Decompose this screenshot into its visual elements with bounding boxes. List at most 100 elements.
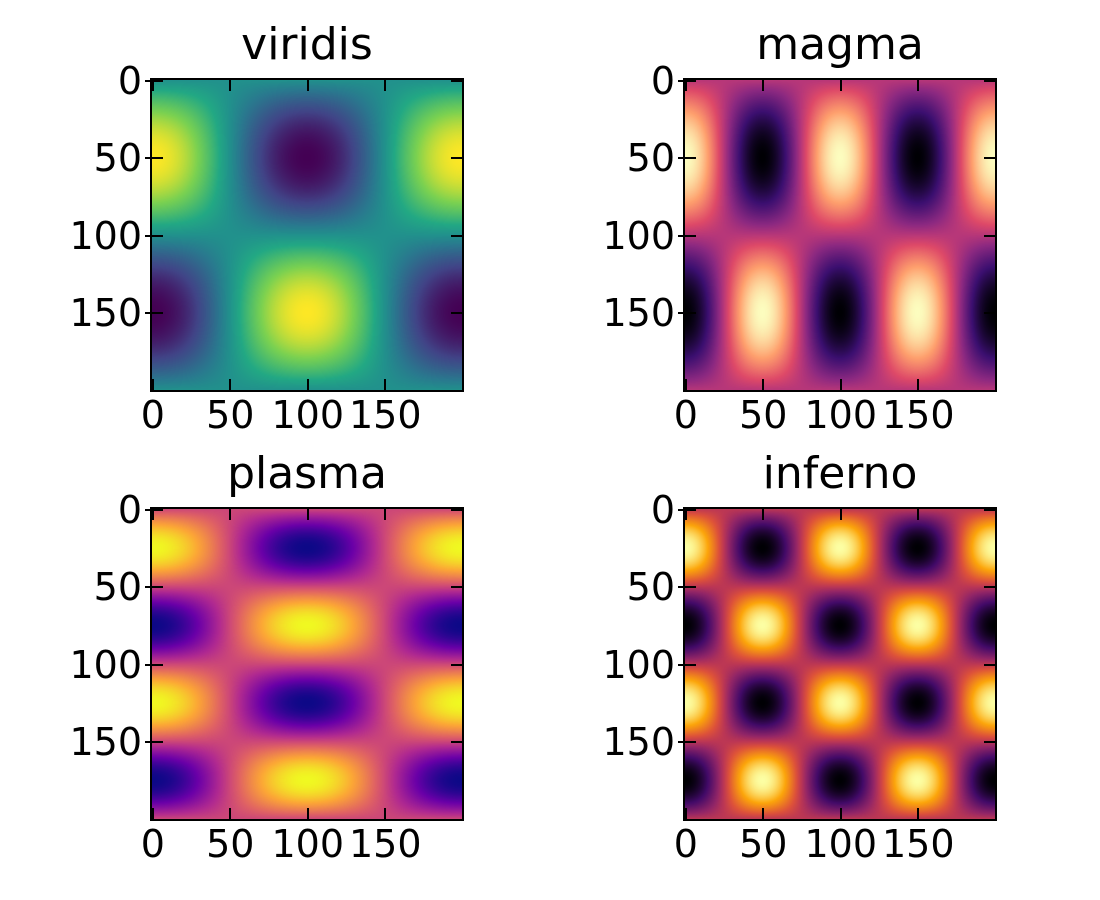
- x-tick-label: 100: [271, 822, 345, 866]
- x-tick-label: 50: [206, 822, 255, 866]
- heatmap-image-viridis: [152, 80, 462, 390]
- x-tick-mark-top: [151, 509, 154, 520]
- subplot-plasma: plasma 0 50 100 150 0 50 100 150: [69, 451, 464, 863]
- x-tick-label: 100: [271, 393, 345, 437]
- y-tick-mark-right: [451, 663, 462, 666]
- y-tick-mark-left: [145, 312, 163, 315]
- subplot-title-magma: magma: [756, 19, 924, 70]
- y-tick-label: 50: [626, 565, 675, 610]
- x-tick-mark-bottom: [306, 379, 309, 390]
- y-tick-mark-right: [984, 663, 995, 666]
- y-tick-label: 150: [602, 720, 675, 765]
- y-tick-mark-left: [145, 79, 163, 82]
- x-tick-mark-top: [306, 80, 309, 91]
- x-tick-label: 0: [673, 393, 698, 437]
- x-tick-label: 100: [804, 822, 878, 866]
- x-tick-mark-bottom: [839, 808, 842, 819]
- y-tick-mark-right: [984, 157, 995, 160]
- subplot-inferno: inferno 0 50 100 150 0 50 100 150: [602, 451, 997, 863]
- y-tick-label: 100: [602, 642, 675, 687]
- y-tick-mark-right: [451, 312, 462, 315]
- heatmap-image-plasma: [152, 509, 462, 819]
- subplot-title-inferno: inferno: [762, 448, 918, 499]
- y-tick-mark-right: [451, 234, 462, 237]
- y-tick-label: 100: [69, 213, 142, 258]
- y-tick-label: 50: [93, 565, 142, 610]
- x-tick-label: 150: [349, 822, 422, 866]
- y-tick-mark-left: [145, 157, 163, 160]
- y-tick-mark-right: [451, 741, 462, 744]
- x-tick-mark-top: [384, 509, 387, 520]
- y-tick-mark-left: [145, 663, 163, 666]
- y-tick-mark-right: [984, 508, 995, 511]
- x-tick-mark-top: [917, 509, 920, 520]
- x-tick-mark-bottom: [306, 808, 309, 819]
- x-tick-mark-top: [917, 80, 920, 91]
- x-tick-mark-top: [229, 509, 232, 520]
- x-tick-mark-top: [839, 509, 842, 520]
- x-tick-label: 150: [882, 822, 955, 866]
- x-tick-label: 50: [206, 393, 255, 437]
- x-tick-label: 50: [739, 822, 788, 866]
- x-tick-label: 150: [882, 393, 955, 437]
- y-tick-label: 150: [69, 720, 142, 765]
- subplot-viridis: viridis 0 50 100 150 0 50 100 150: [69, 22, 464, 434]
- x-tick-mark-bottom: [229, 379, 232, 390]
- x-tick-mark-top: [762, 509, 765, 520]
- x-tick-mark-top: [229, 80, 232, 91]
- y-tick-mark-right: [451, 157, 462, 160]
- x-tick-label: 150: [349, 393, 422, 437]
- y-tick-mark-left: [678, 234, 696, 237]
- y-tick-mark-right: [984, 79, 995, 82]
- x-tick-mark-bottom: [917, 808, 920, 819]
- x-tick-mark-top: [684, 80, 687, 91]
- y-tick-label: 0: [650, 487, 675, 532]
- y-tick-label: 50: [93, 136, 142, 181]
- y-tick-mark-left: [678, 312, 696, 315]
- x-tick-label: 50: [739, 393, 788, 437]
- x-tick-mark-bottom: [917, 379, 920, 390]
- x-tick-mark-bottom: [384, 379, 387, 390]
- y-tick-mark-left: [678, 79, 696, 82]
- y-tick-mark-right: [984, 234, 995, 237]
- y-tick-mark-left: [145, 234, 163, 237]
- x-tick-mark-top: [384, 80, 387, 91]
- y-tick-label: 100: [69, 642, 142, 687]
- y-tick-mark-right: [984, 312, 995, 315]
- y-tick-mark-left: [145, 508, 163, 511]
- subplot-title-viridis: viridis: [241, 19, 373, 70]
- y-tick-mark-right: [984, 586, 995, 589]
- x-tick-mark-bottom: [762, 379, 765, 390]
- x-tick-label: 100: [804, 393, 878, 437]
- x-tick-mark-bottom: [684, 379, 687, 390]
- x-tick-mark-bottom: [229, 808, 232, 819]
- x-tick-label: 0: [673, 822, 698, 866]
- y-tick-mark-left: [145, 741, 163, 744]
- x-tick-mark-bottom: [151, 379, 154, 390]
- y-tick-mark-right: [451, 508, 462, 511]
- subplot-title-plasma: plasma: [227, 448, 387, 499]
- y-tick-mark-right: [451, 79, 462, 82]
- y-tick-mark-left: [145, 586, 163, 589]
- x-tick-mark-top: [684, 509, 687, 520]
- x-tick-mark-top: [306, 509, 309, 520]
- heatmap-image-inferno: [685, 509, 995, 819]
- x-tick-label: 0: [140, 822, 165, 866]
- x-tick-mark-bottom: [384, 808, 387, 819]
- y-tick-mark-left: [678, 741, 696, 744]
- y-tick-label: 100: [602, 213, 675, 258]
- y-tick-label: 0: [117, 487, 142, 532]
- x-tick-mark-bottom: [762, 808, 765, 819]
- heatmap-image-magma: [685, 80, 995, 390]
- y-tick-label: 0: [117, 58, 142, 103]
- x-tick-mark-top: [151, 80, 154, 91]
- y-tick-mark-left: [678, 508, 696, 511]
- x-tick-mark-top: [762, 80, 765, 91]
- x-tick-mark-bottom: [839, 379, 842, 390]
- y-tick-mark-left: [678, 157, 696, 160]
- y-tick-mark-left: [678, 663, 696, 666]
- y-tick-mark-right: [451, 586, 462, 589]
- y-tick-label: 50: [626, 136, 675, 181]
- x-tick-mark-top: [839, 80, 842, 91]
- x-tick-label: 0: [140, 393, 165, 437]
